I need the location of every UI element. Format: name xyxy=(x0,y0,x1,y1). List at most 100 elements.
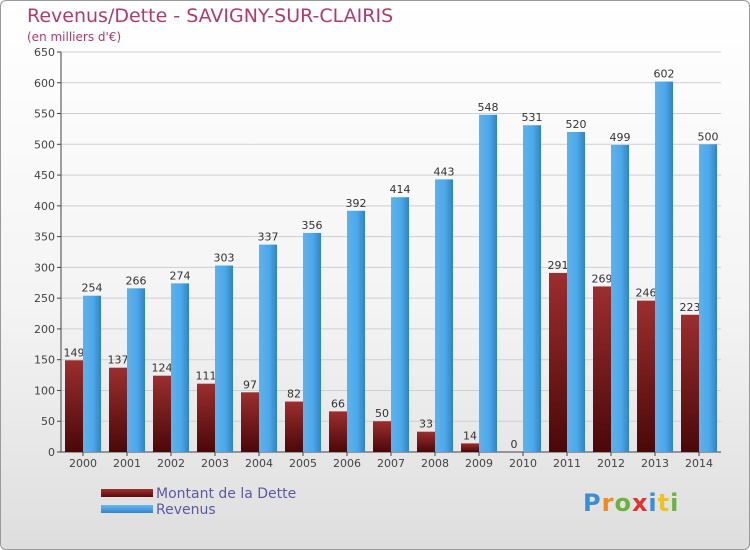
legend-label-debt: Montant de la Dette xyxy=(156,486,297,502)
bar-revenue xyxy=(215,265,233,452)
data-label: 124 xyxy=(152,362,173,375)
bar-debt xyxy=(373,421,391,452)
x-tick-label: 2004 xyxy=(245,457,273,470)
y-tick-label: 550 xyxy=(34,108,55,121)
logo-letter: i xyxy=(670,489,680,517)
y-tick-label: 0 xyxy=(48,446,55,459)
y-tick-label: 300 xyxy=(34,261,55,274)
bar-debt xyxy=(65,360,83,452)
data-label: 223 xyxy=(680,301,701,314)
logo-letter: i xyxy=(648,489,658,517)
logo-letter: t xyxy=(657,489,671,517)
x-tick-label: 2013 xyxy=(641,457,669,470)
data-label: 50 xyxy=(375,407,389,420)
data-label: 66 xyxy=(331,397,345,410)
data-label: 291 xyxy=(548,259,569,272)
y-tick-label: 600 xyxy=(34,77,55,90)
y-tick-label: 100 xyxy=(34,384,55,397)
x-tick-label: 2014 xyxy=(685,457,713,470)
bar-debt xyxy=(461,443,479,452)
data-label: 392 xyxy=(346,197,367,210)
data-label: 356 xyxy=(302,219,323,232)
data-label: 499 xyxy=(610,131,631,144)
data-label: 33 xyxy=(419,418,433,431)
x-tick-label: 2008 xyxy=(421,457,449,470)
bar-revenue xyxy=(435,179,453,452)
legend-swatch-debt xyxy=(101,489,153,497)
y-tick-label: 350 xyxy=(34,231,55,244)
bar-revenue xyxy=(391,197,409,452)
bar-debt xyxy=(153,375,171,452)
x-tick-label: 2011 xyxy=(553,457,581,470)
bar-revenue xyxy=(347,210,365,452)
data-label: 111 xyxy=(196,370,217,383)
x-tick-label: 2009 xyxy=(465,457,493,470)
data-label: 82 xyxy=(287,388,301,401)
data-label: 531 xyxy=(522,111,543,124)
bar-revenue xyxy=(479,114,497,453)
bar-debt xyxy=(637,300,655,452)
data-label: 137 xyxy=(108,354,129,367)
data-label: 520 xyxy=(566,118,587,131)
y-tick-label: 150 xyxy=(34,354,55,367)
data-label: 500 xyxy=(698,130,719,143)
bar-debt xyxy=(197,383,215,452)
data-label: 414 xyxy=(390,183,411,196)
data-label: 602 xyxy=(654,68,675,81)
x-tick-label: 2001 xyxy=(113,457,141,470)
data-label: 0 xyxy=(511,438,518,451)
logo-letter: x xyxy=(631,489,649,517)
logo-letter: r xyxy=(601,489,615,517)
data-label: 548 xyxy=(478,101,499,114)
logo-letter: P xyxy=(583,489,602,517)
legend-swatch-revenue xyxy=(101,505,153,513)
data-label: 14 xyxy=(463,429,477,442)
chart-title: Revenus/Dette - SAVIGNY-SUR-CLAIRIS xyxy=(27,5,394,27)
logo-letter: o xyxy=(614,489,632,517)
bar-debt xyxy=(241,392,259,452)
x-tick-label: 2005 xyxy=(289,457,317,470)
bar-revenue xyxy=(655,81,673,453)
data-label: 337 xyxy=(258,231,279,244)
bar-revenue xyxy=(611,144,629,452)
legend-label-revenue: Revenus xyxy=(156,502,216,518)
data-label: 269 xyxy=(592,272,613,285)
x-tick-label: 2003 xyxy=(201,457,229,470)
data-label: 443 xyxy=(434,165,455,178)
proxiti-logo: Proxiti xyxy=(583,489,679,517)
bar-debt xyxy=(681,314,699,452)
y-tick-label: 500 xyxy=(34,138,55,151)
y-tick-label: 650 xyxy=(34,46,55,59)
data-label: 274 xyxy=(170,269,191,282)
y-tick-label: 400 xyxy=(34,200,55,213)
bar-debt xyxy=(417,431,435,452)
x-tick-label: 2000 xyxy=(69,457,97,470)
bar-revenue xyxy=(303,232,321,452)
bar-revenue xyxy=(83,295,101,452)
y-tick-label: 450 xyxy=(34,169,55,182)
bar-debt xyxy=(593,286,611,452)
y-tick-label: 250 xyxy=(34,292,55,305)
bar-revenue xyxy=(567,132,585,452)
data-label: 246 xyxy=(636,287,657,300)
bar-revenue xyxy=(699,144,717,453)
x-tick-label: 2007 xyxy=(377,457,405,470)
bar-revenue xyxy=(259,244,277,452)
data-label: 254 xyxy=(82,282,103,295)
x-tick-label: 2006 xyxy=(333,457,361,470)
y-tick-label: 200 xyxy=(34,323,55,336)
bar-revenue xyxy=(171,283,189,452)
x-tick-label: 2002 xyxy=(157,457,185,470)
data-label: 149 xyxy=(64,346,85,359)
bar-debt xyxy=(329,411,347,452)
y-tick-label: 50 xyxy=(41,415,55,428)
x-tick-label: 2010 xyxy=(509,457,537,470)
bar-debt xyxy=(109,367,127,452)
chart-subtitle: (en milliers d'€) xyxy=(27,30,122,44)
x-tick-label: 2012 xyxy=(597,457,625,470)
data-label: 97 xyxy=(243,378,257,391)
bar-debt xyxy=(285,401,303,452)
bar-debt xyxy=(549,272,567,452)
